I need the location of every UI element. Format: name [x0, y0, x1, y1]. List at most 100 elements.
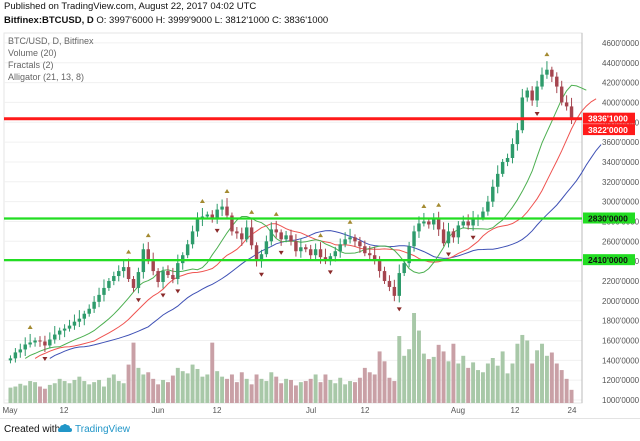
volume-bar: [170, 375, 175, 403]
volume-bar: [28, 381, 33, 403]
volume-bar: [466, 367, 471, 403]
price-chart[interactable]: 4600'00004400'00004200'00004000'00003800…: [0, 29, 640, 415]
fractal-up-marker: [224, 189, 230, 194]
candle-body: [407, 246, 411, 264]
y-tick-label: 1400'0000: [602, 356, 640, 365]
candle-body: [284, 235, 288, 240]
volume-bar: [387, 377, 392, 403]
volume-bar: [77, 376, 82, 403]
candle-body: [121, 267, 126, 272]
volume-bar: [293, 385, 298, 403]
fractal-up-marker: [544, 52, 550, 57]
volume-bar: [471, 362, 476, 403]
candle-body: [432, 217, 436, 225]
candle-body: [505, 157, 510, 162]
tradingview-logo[interactable]: TradingView: [58, 423, 130, 435]
candle-body: [166, 271, 170, 276]
candle-body: [510, 144, 515, 158]
x-tick-label: Jun: [152, 406, 165, 415]
candle-body: [417, 223, 421, 232]
candle-body: [422, 221, 426, 224]
candle-body: [13, 352, 18, 359]
candle-body: [112, 276, 116, 281]
volume-bar: [338, 377, 343, 403]
candle-body: [377, 259, 382, 272]
fractal-up-marker: [436, 202, 442, 207]
volume-bar: [121, 383, 126, 403]
candle-body: [353, 237, 357, 242]
volume-bar: [426, 359, 431, 403]
y-tick-label: 3200'0000: [602, 178, 640, 187]
legend-volume[interactable]: Volume (20): [8, 48, 57, 58]
candle-body: [491, 186, 495, 202]
volume-bar: [431, 356, 436, 403]
volume-bar: [13, 386, 18, 403]
candle-body: [230, 215, 234, 232]
volume-bar: [215, 371, 220, 403]
candle-body: [195, 219, 200, 232]
candle-body: [235, 231, 239, 234]
candle-body: [185, 244, 190, 256]
candle-body: [102, 287, 106, 295]
volume-bar: [210, 342, 215, 403]
candle-body: [220, 206, 224, 210]
candle-body: [151, 261, 155, 272]
candle-body: [259, 254, 264, 262]
candle-body: [358, 241, 362, 247]
y-tick-label: 4000'0000: [602, 98, 640, 107]
volume-bar: [495, 365, 500, 403]
chart-frame[interactable]: 4600'00004400'00004200'00004000'00003800…: [0, 29, 640, 415]
candle-body: [412, 231, 416, 247]
volume-bar: [146, 372, 151, 403]
y-tick-label: 2600'0000: [602, 237, 640, 246]
candle-body: [382, 271, 387, 281]
volume-bar: [106, 377, 111, 403]
volume-bar: [92, 382, 97, 403]
candle-body: [451, 231, 456, 238]
volume-bar: [525, 340, 530, 403]
candle-body: [136, 272, 141, 288]
candle-body: [53, 334, 57, 340]
legend-fractals[interactable]: Fractals (2): [8, 60, 54, 70]
candle-body: [564, 102, 569, 107]
open-value: O: 3997'6000: [96, 15, 154, 26]
footer: Created with TradingView: [0, 418, 640, 441]
y-tick-label: 3000'0000: [602, 198, 640, 207]
fractal-up-marker: [318, 233, 324, 238]
y-tick-label: 1600'0000: [602, 337, 640, 346]
volume-bar: [412, 313, 417, 403]
candle-body: [550, 69, 554, 77]
volume-bar: [436, 344, 441, 403]
volume-bar: [47, 384, 52, 403]
volume-bar: [362, 367, 367, 403]
volume-bar: [116, 381, 121, 403]
volume-bar: [397, 336, 402, 403]
volume-bar: [446, 361, 451, 403]
volume-bar: [165, 382, 170, 403]
volume-bar: [407, 349, 412, 403]
candle-body: [456, 225, 461, 238]
volume-bar: [421, 353, 426, 403]
fractal-up-marker: [126, 249, 132, 254]
x-tick-label: May: [2, 406, 17, 415]
candle-body: [240, 233, 244, 240]
x-tick-label: 24: [568, 406, 577, 415]
volume-bar: [239, 372, 244, 403]
candle-body: [156, 271, 160, 282]
y-tick-label: 2000'0000: [602, 297, 640, 306]
price-label-box: [583, 112, 635, 124]
candle-body: [18, 349, 23, 353]
y-tick-label: 4600'0000: [602, 39, 640, 48]
volume-bar: [451, 343, 456, 403]
volume-bar: [500, 351, 505, 403]
fractal-down-marker: [278, 250, 284, 255]
volume-bar: [23, 385, 28, 403]
volume-bar: [313, 374, 318, 403]
legend-symbol: BTC/USD, D, Bitfinex: [8, 36, 94, 46]
candle-body: [481, 211, 485, 218]
volume-bar: [544, 355, 549, 403]
volume-bar: [161, 379, 166, 403]
legend-alligator[interactable]: Alligator (21, 13, 8): [8, 72, 85, 82]
candle-body: [264, 241, 269, 255]
candle-body: [333, 251, 338, 257]
